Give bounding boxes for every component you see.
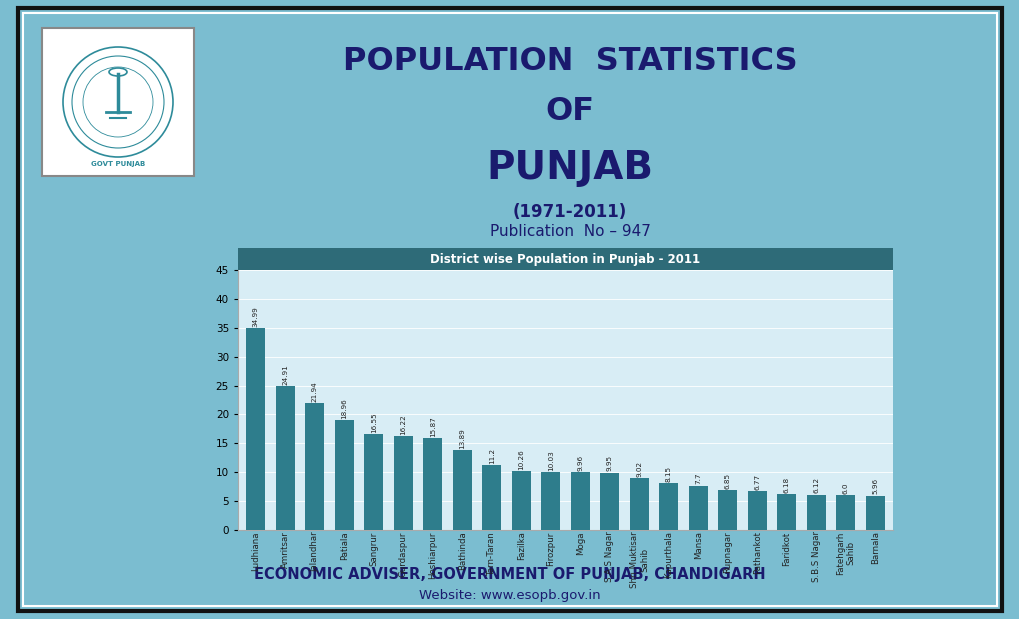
Bar — [246, 328, 265, 530]
Text: 10.03: 10.03 — [547, 450, 553, 471]
Text: 7.7: 7.7 — [695, 473, 701, 484]
Text: 9.96: 9.96 — [577, 455, 583, 471]
Text: 6.0: 6.0 — [842, 483, 848, 494]
Text: (1971-2011): (1971-2011) — [513, 203, 627, 221]
Text: 18.96: 18.96 — [341, 399, 346, 419]
Text: Website: www.esopb.gov.in: Website: www.esopb.gov.in — [419, 589, 600, 602]
Text: 5.96: 5.96 — [871, 478, 877, 495]
Bar — [423, 438, 442, 530]
Bar — [334, 420, 354, 530]
Text: District wise Population in Punjab - 2011: District wise Population in Punjab - 201… — [430, 253, 700, 266]
Bar — [806, 495, 825, 530]
Bar — [364, 435, 383, 530]
Bar — [747, 491, 766, 530]
Text: 24.91: 24.91 — [282, 364, 288, 385]
Text: 9.02: 9.02 — [636, 461, 642, 477]
Bar — [570, 472, 589, 530]
Text: ECONOMIC ADVISER, GOVERNMENT OF PUNJAB, CHANDIGARH: ECONOMIC ADVISER, GOVERNMENT OF PUNJAB, … — [254, 568, 765, 582]
Text: 13.89: 13.89 — [459, 428, 465, 449]
Text: 16.22: 16.22 — [399, 414, 406, 435]
Bar — [717, 490, 737, 530]
Bar — [776, 495, 796, 530]
Bar — [836, 495, 855, 530]
Text: GOVT PUNJAB: GOVT PUNJAB — [91, 161, 145, 167]
Text: PUNJAB: PUNJAB — [486, 149, 653, 187]
Text: 8.15: 8.15 — [665, 465, 672, 482]
Bar — [658, 483, 678, 530]
Bar — [42, 28, 194, 176]
Bar — [629, 478, 648, 530]
Bar — [688, 485, 707, 530]
Bar — [512, 470, 530, 530]
Text: 6.18: 6.18 — [783, 477, 789, 493]
Text: 21.94: 21.94 — [312, 381, 317, 402]
Text: 6.12: 6.12 — [812, 477, 818, 493]
Bar — [865, 496, 884, 530]
Bar — [305, 403, 324, 530]
Text: 11.2: 11.2 — [488, 448, 494, 464]
Text: 6.85: 6.85 — [725, 473, 730, 489]
Bar — [452, 450, 472, 530]
Text: 15.87: 15.87 — [429, 417, 435, 437]
Bar — [482, 465, 500, 530]
Text: 6.77: 6.77 — [753, 474, 759, 490]
Bar — [541, 472, 559, 530]
Bar — [393, 436, 413, 530]
Text: OF: OF — [545, 97, 594, 128]
Text: 16.55: 16.55 — [370, 412, 376, 433]
Text: POPULATION  STATISTICS: POPULATION STATISTICS — [342, 46, 797, 77]
Text: 34.99: 34.99 — [253, 306, 259, 327]
Bar — [599, 472, 619, 530]
Text: 9.95: 9.95 — [606, 455, 612, 471]
Text: 10.26: 10.26 — [518, 449, 524, 470]
Text: (In Lacs): (In Lacs) — [844, 279, 889, 289]
Bar — [275, 386, 294, 530]
Bar — [237, 248, 892, 270]
Text: Publication  No – 947: Publication No – 947 — [489, 225, 650, 240]
